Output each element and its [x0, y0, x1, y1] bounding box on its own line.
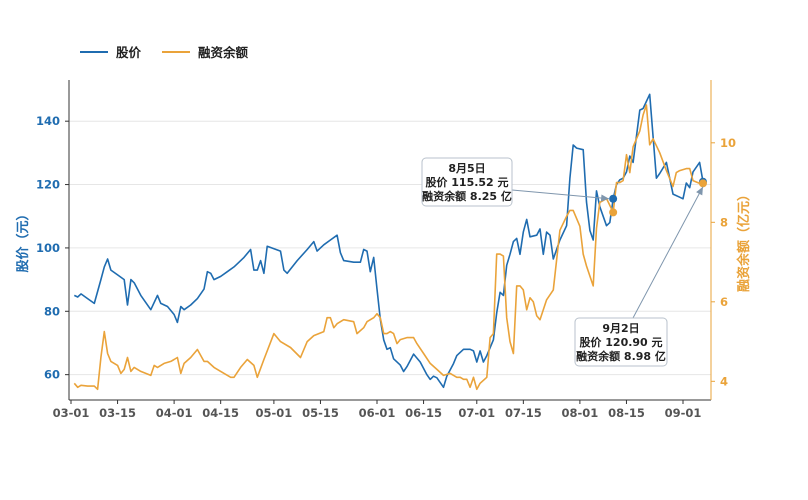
margin-marker: [698, 179, 707, 188]
legend-label-margin: 融资余额: [198, 45, 249, 60]
x-tick-label: 07-15: [505, 406, 542, 420]
right-tick-label: 8: [720, 215, 728, 229]
annotation-text: 融资余额 8.98 亿: [576, 349, 666, 363]
annotation-box: [421, 157, 513, 207]
axes: [68, 80, 712, 401]
tick-labels: 60 80 100 120 140 4 6 8 10 03-01 03-15 04-01 04-15 05…: [36, 114, 736, 420]
price-marker: [609, 194, 618, 203]
series-line-price: [73, 93, 704, 389]
x-tick-label: 03-01: [53, 406, 90, 420]
gridlines: [69, 120, 711, 376]
legend: 股价 融资余额: [80, 45, 249, 60]
annotation-text: 股价 120.90 元: [579, 336, 662, 349]
x-tick-label: 04-01: [156, 406, 193, 420]
annotation-text: 融资余额 8.25 亿: [422, 189, 512, 203]
x-tick-label: 06-01: [359, 406, 396, 420]
x-tick-label: 09-01: [665, 406, 702, 420]
x-tick-label: 07-01: [458, 406, 495, 420]
annotation-text: 股价 115.52 元: [425, 176, 508, 189]
x-tick-label: 08-15: [608, 406, 645, 420]
left-tick-label: 120: [36, 178, 60, 192]
x-tick-label: 05-15: [302, 406, 339, 420]
margin-marker: [609, 208, 618, 217]
right-axis-label: 融资余额（亿元）: [736, 188, 752, 292]
x-tick-label: 04-15: [202, 406, 239, 420]
annotation-text: 9月2日: [602, 322, 639, 335]
legend-label-price: 股价: [116, 45, 142, 60]
annotation-box: [574, 317, 668, 367]
annotation-arrowhead: [696, 186, 703, 196]
series-lines: [73, 93, 704, 391]
annotation-arrowhead: [600, 194, 610, 202]
left-tick-label: 140: [36, 114, 60, 128]
annotation-arrow: [632, 186, 704, 319]
left-tick-label: 60: [44, 368, 60, 382]
left-tick-label: 80: [44, 304, 60, 318]
x-tick-label: 08-01: [562, 406, 599, 420]
x-tick-label: 06-15: [405, 406, 442, 420]
x-tick-label: 03-15: [99, 406, 136, 420]
left-tick-label: 100: [36, 241, 60, 255]
left-axis-label: 股价（元）: [15, 207, 31, 272]
right-tick-label: 6: [720, 295, 728, 309]
right-tick-label: 4: [720, 374, 728, 388]
series-line-margin: [73, 104, 700, 391]
x-tick-label: 05-01: [256, 406, 293, 420]
right-tick-label: 10: [720, 136, 736, 150]
annotation-arrow: [511, 189, 610, 200]
annotation-text: 8月5日: [448, 162, 485, 175]
highlight-markers: [609, 177, 707, 217]
